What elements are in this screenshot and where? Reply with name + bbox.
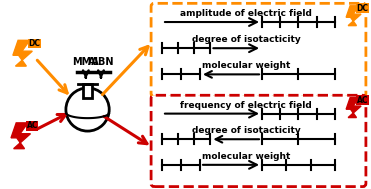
Bar — [83, 84, 92, 98]
Text: AIBN: AIBN — [88, 57, 114, 67]
Polygon shape — [346, 6, 361, 26]
Text: amplitude of electric field: amplitude of electric field — [180, 9, 312, 18]
Polygon shape — [346, 98, 361, 118]
Text: DC: DC — [28, 39, 40, 48]
Text: degree of isotacticity: degree of isotacticity — [191, 35, 301, 44]
Polygon shape — [13, 40, 32, 66]
Text: molecular weight: molecular weight — [202, 61, 290, 70]
Text: molecular weight: molecular weight — [202, 152, 290, 161]
Circle shape — [66, 88, 109, 131]
Text: DC: DC — [357, 4, 368, 13]
Text: frequency of electric field: frequency of electric field — [180, 101, 312, 110]
Polygon shape — [11, 123, 30, 149]
Text: degree of isotacticity: degree of isotacticity — [191, 126, 301, 135]
Text: AC: AC — [357, 96, 368, 105]
Text: MMA: MMA — [72, 57, 99, 67]
FancyBboxPatch shape — [151, 3, 366, 97]
FancyBboxPatch shape — [151, 95, 366, 187]
Text: AC: AC — [27, 122, 38, 130]
